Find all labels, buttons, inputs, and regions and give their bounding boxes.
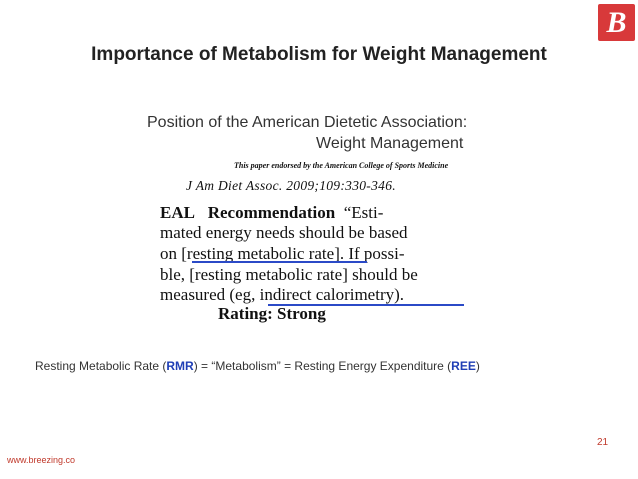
- slide-title: Importance of Metabolism for Weight Mana…: [91, 44, 547, 65]
- journal-citation: J Am Diet Assoc. 2009;109:330-346.: [186, 178, 396, 193]
- footer-url: www.breezing.co: [7, 455, 76, 465]
- highlight-indirect-calorimetry: , indirect calorimetry: [251, 285, 395, 304]
- ree-abbreviation: REE: [451, 359, 476, 373]
- excerpt-heading-line1: Position of the American Dietetic Associ…: [147, 114, 468, 131]
- logo-letter: B: [606, 6, 627, 39]
- highlight-resting-metabolic-rate: resting metabolic rate: [186, 244, 335, 263]
- endorsement-note: This paper endorsed by the American Coll…: [234, 161, 449, 170]
- page-number: 21: [597, 437, 609, 448]
- recommendation-line-1: EAL Recommendation “Esti-: [160, 203, 383, 223]
- recommendation-line-5: measured (eg, indirect calorimetry).: [160, 285, 404, 305]
- caption-part-2: ) = “Metabolism” = Resting Energy Expend…: [193, 359, 452, 373]
- breezing-logo: B: [598, 4, 635, 41]
- caption-part-1: Resting Metabolic Rate (: [35, 359, 167, 373]
- recommendation-line-4: ble, [resting metabolic rate] should be: [160, 265, 418, 284]
- rating-strong: Rating: Strong: [218, 304, 326, 323]
- caption-part-3: ): [475, 359, 480, 373]
- recommendation-label: Recommendation: [207, 203, 336, 222]
- metabolism-definition: Resting Metabolic Rate (RMR) = “Metaboli…: [35, 359, 480, 373]
- underline-resting-metabolic-rate: [192, 261, 367, 263]
- recommendation-text-start: “Esti-: [343, 203, 384, 222]
- excerpt-heading-line2: Weight Management: [316, 135, 464, 152]
- line5-prefix: measured (eg: [160, 285, 252, 304]
- rmr-abbreviation: RMR: [166, 359, 194, 373]
- line5-suffix: ).: [394, 285, 405, 304]
- recommendation-line-2: mated energy needs should be based: [160, 223, 408, 242]
- eal-label: EAL: [160, 203, 195, 222]
- underline-indirect-calorimetry: [268, 304, 464, 306]
- line3-prefix: on [: [160, 244, 187, 263]
- recommendation-line-3: on [resting metabolic rate]. If possi-: [160, 244, 405, 264]
- line3-suffix: ]. If possi-: [334, 244, 405, 263]
